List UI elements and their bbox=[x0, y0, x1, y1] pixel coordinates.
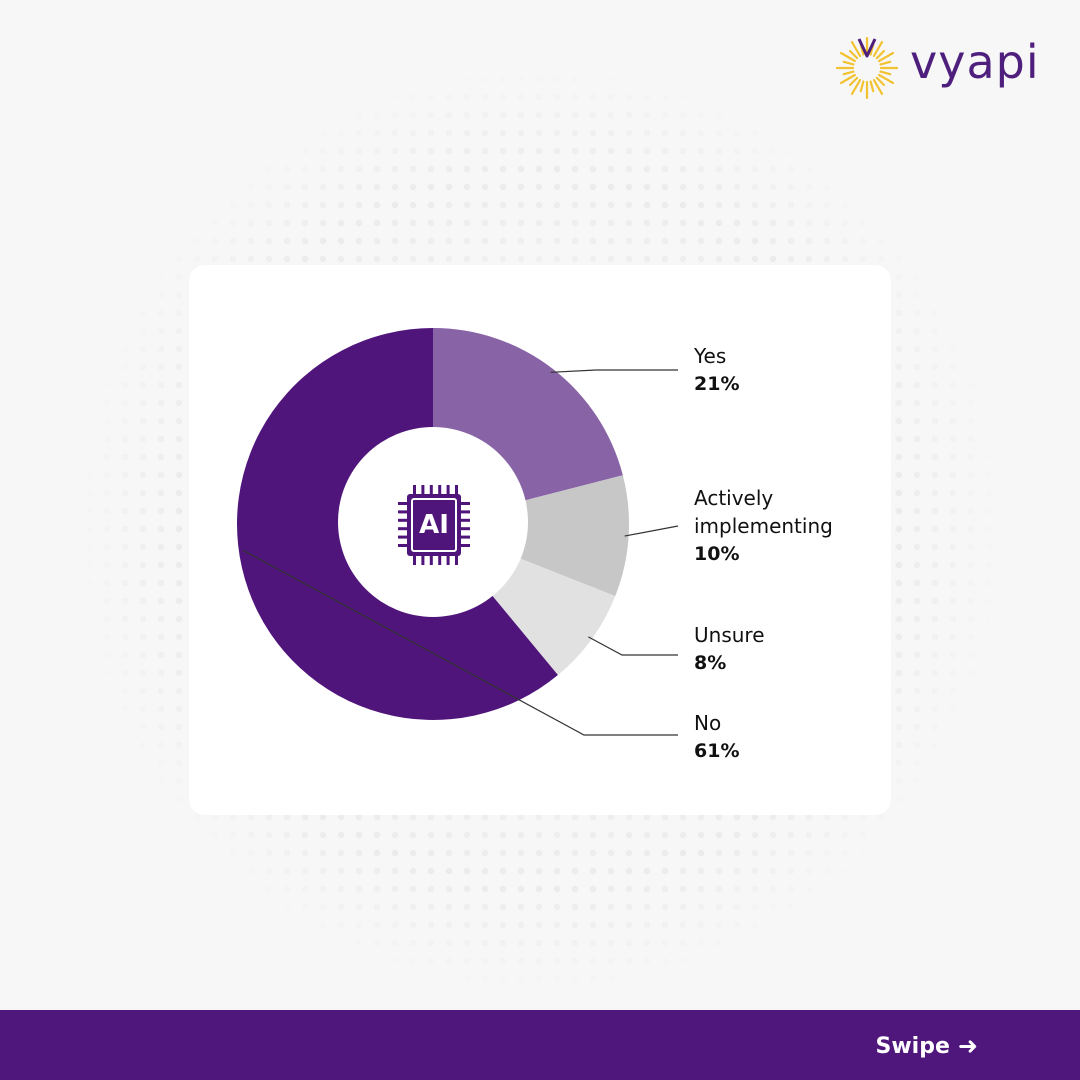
brand-name: vyapi bbox=[910, 35, 1040, 89]
chip-icon bbox=[398, 485, 470, 565]
leader-line bbox=[242, 549, 678, 736]
legend-no: No 61% bbox=[694, 709, 739, 765]
legend-value: 61% bbox=[694, 740, 740, 762]
legend-unsure: Unsure 8% bbox=[694, 621, 765, 677]
footer-bar: Swipe ➜ bbox=[0, 1010, 1080, 1080]
legend-value: 10% bbox=[694, 543, 740, 565]
swipe-label: Swipe bbox=[875, 1033, 950, 1059]
swipe-button[interactable]: Swipe ➜ bbox=[876, 1033, 979, 1059]
legend-label: Yes bbox=[694, 344, 727, 368]
brand-logo: vyapi bbox=[832, 30, 1040, 100]
legend-label: No bbox=[694, 711, 722, 735]
slice-actively-implementing bbox=[433, 475, 629, 597]
ai-label: AI bbox=[419, 510, 449, 540]
arrow-right-icon: ➜ bbox=[957, 1032, 978, 1060]
legend-yes: Yes 21% bbox=[694, 342, 739, 398]
legend-actively-implementing: Actively implementing 10% bbox=[694, 484, 854, 568]
legend-label: Unsure bbox=[694, 623, 765, 647]
leader-line bbox=[550, 369, 678, 373]
legend-value: 21% bbox=[694, 373, 740, 395]
leader-line bbox=[624, 525, 679, 537]
legend-label: Actively implementing bbox=[694, 486, 833, 538]
legend-value: 8% bbox=[694, 652, 727, 674]
sunburst-icon bbox=[835, 36, 899, 100]
leader-line bbox=[588, 636, 678, 656]
